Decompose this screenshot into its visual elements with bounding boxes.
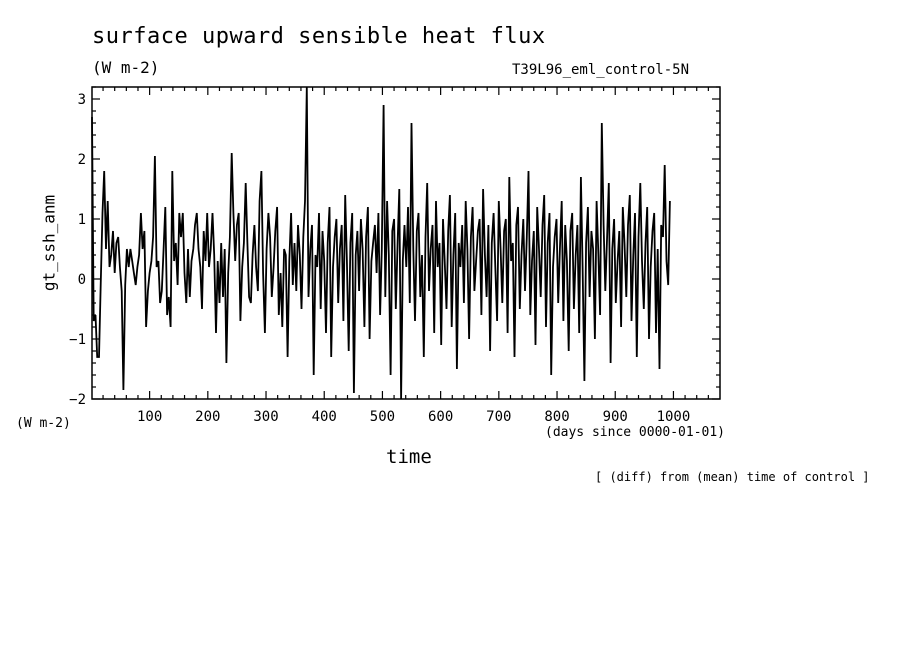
x-tick-label: 100 bbox=[137, 409, 162, 425]
x-tick-label: 300 bbox=[253, 409, 278, 425]
y-tick-label: 2 bbox=[78, 152, 86, 168]
x-axis-units: (days since 0000-01-01) bbox=[545, 425, 726, 440]
y-axis-units: (W m-2) bbox=[16, 416, 71, 431]
run-id-label: T39L96_eml_control-5N bbox=[512, 62, 690, 78]
x-tick-label: 1000 bbox=[657, 409, 691, 425]
chart-title: surface upward sensible heat flux bbox=[92, 24, 546, 49]
y-tick-label: 3 bbox=[78, 92, 86, 108]
x-tick-label: 900 bbox=[603, 409, 628, 425]
x-tick-label: 800 bbox=[544, 409, 569, 425]
y-tick-label: −1 bbox=[69, 332, 86, 348]
x-tick-label: 200 bbox=[195, 409, 220, 425]
series-line bbox=[91, 86, 671, 400]
chart-units: (W m-2) bbox=[92, 58, 160, 77]
tick-labels: 100 200 300 400 500 600 700 800 900 1000 −2 −1 0 1 2 3 bbox=[69, 92, 690, 425]
plot-frame bbox=[91, 86, 721, 400]
diff-note: [ (diff) from (mean) time of control ] bbox=[595, 470, 870, 484]
x-tick-label: 400 bbox=[312, 409, 337, 425]
x-tick-label: 700 bbox=[486, 409, 511, 425]
y-tick-label: 1 bbox=[78, 212, 86, 228]
x-axis-label: time bbox=[386, 446, 432, 468]
y-tick-label: 0 bbox=[78, 272, 86, 288]
x-tick-label: 500 bbox=[370, 409, 395, 425]
x-tick-label: 600 bbox=[428, 409, 453, 425]
y-tick-label: −2 bbox=[69, 392, 86, 408]
